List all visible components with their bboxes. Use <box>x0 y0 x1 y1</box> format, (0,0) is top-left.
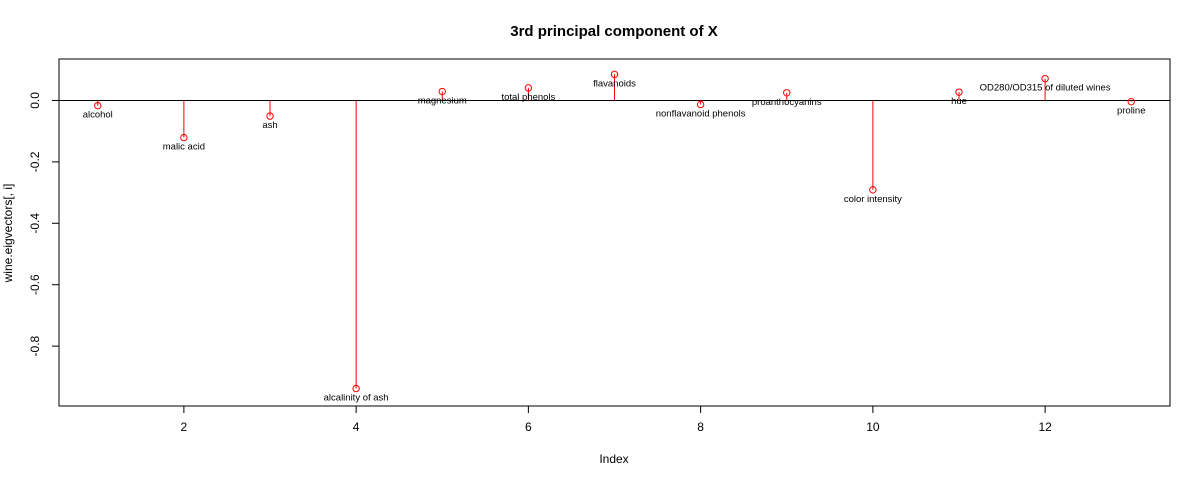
data-point <box>524 84 533 92</box>
data-point <box>266 112 274 120</box>
data-point <box>1127 97 1135 106</box>
point-label: proanthocyanins <box>752 97 822 108</box>
x-axis: 2 4 6 8 10 12 <box>181 406 1052 434</box>
data-point <box>955 88 963 96</box>
point-labels-group: alcohol malic acid ash alcalinity of ash mag… <box>83 78 1146 403</box>
point-label: OD280/OD315 of diluted wines <box>980 83 1111 94</box>
x-tick-label: 2 <box>181 420 188 434</box>
data-point <box>696 100 705 109</box>
point-label: proline <box>1117 106 1146 117</box>
y-axis-label: wine.eigvectors[, i] <box>1 184 15 284</box>
plot-frame <box>58 58 1171 407</box>
point-label: alcohol <box>83 110 113 121</box>
y-tick-label: -0.8 <box>28 335 42 356</box>
x-tick-label: 8 <box>697 420 704 434</box>
y-axis: 0.0 -0.2 -0.4 -0.6 -0.8 <box>28 92 59 356</box>
y-tick-label: -0.4 <box>28 213 42 234</box>
point-label: malic acid <box>163 142 205 153</box>
x-tick-label: 6 <box>525 420 532 434</box>
point-label: total phenols <box>501 92 555 103</box>
x-tick-label: 10 <box>866 420 880 434</box>
data-point <box>1041 74 1049 83</box>
point-label: nonflavanoid phenols <box>656 108 746 119</box>
data-point <box>783 89 791 97</box>
points-group <box>94 70 1135 393</box>
y-tick-label: 0.0 <box>28 92 42 109</box>
data-point <box>610 70 619 79</box>
chart-title: 3rd principal component of X <box>510 23 718 40</box>
point-label: hue <box>951 96 967 107</box>
point-label: alcalinity of ash <box>324 392 389 403</box>
x-axis-label: Index <box>599 452 628 466</box>
stems-group <box>97 74 1132 389</box>
y-tick-label: -0.6 <box>28 274 42 295</box>
point-label: magnesium <box>418 96 467 107</box>
data-point <box>94 101 102 110</box>
data-point <box>869 186 877 194</box>
data-point <box>352 384 360 393</box>
y-tick-label: -0.2 <box>28 151 42 172</box>
point-label: color intensity <box>844 194 902 205</box>
point-label: flavanoids <box>593 78 636 89</box>
x-tick-label: 12 <box>1038 420 1052 434</box>
point-label: ash <box>262 120 277 131</box>
data-point <box>438 87 446 96</box>
data-point <box>180 133 188 142</box>
x-tick-label: 4 <box>353 420 360 434</box>
